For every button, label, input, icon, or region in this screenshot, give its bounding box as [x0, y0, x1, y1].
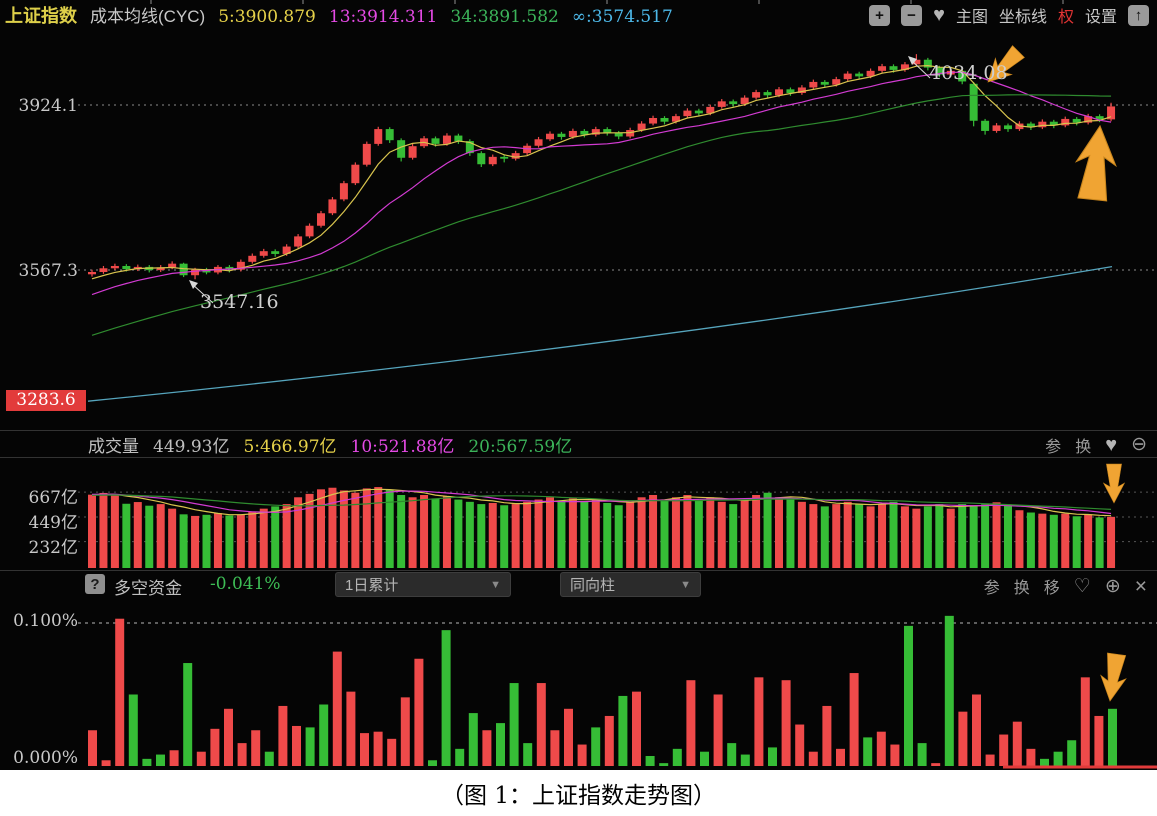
indicator-name: 成本均线(CYC)	[90, 7, 206, 26]
volume-favorite-icon[interactable]: ♥	[1105, 433, 1118, 456]
style-dropdown-value: 同向柱	[570, 577, 616, 594]
caption-bar: （图 1：上证指数走势图）	[0, 770, 1157, 816]
indicator-favorite-icon[interactable]: ♡	[1073, 575, 1091, 597]
main-chart-menu[interactable]: 主图	[955, 9, 988, 26]
indicator-arrow	[1100, 652, 1127, 702]
period-dropdown-value: 1日累计	[345, 577, 399, 594]
help-icon[interactable]: ?	[85, 574, 105, 594]
volume-axis-449: 449亿	[28, 513, 78, 533]
indicator-toolbar: 参 换 移 ♡ ⊕ ×	[984, 574, 1147, 598]
separator-volume-indicator	[0, 570, 1157, 571]
indicator-header: ? 多空资金 -0.041% 1日累计 ▼ 同向柱 ▼ 参 换 移 ♡ ⊕ ×	[0, 571, 1157, 601]
chart-header-toolbar: + − ♥ 主图 坐标线 权 设置 ↑	[869, 3, 1157, 27]
rights-adjust-menu[interactable]: 权	[1057, 9, 1074, 26]
ma5-value: 5:3900.879	[218, 7, 316, 27]
highlight-arrows	[987, 45, 1117, 202]
volume-title: 成交量	[88, 437, 139, 456]
indicator-expand-icon[interactable]: ⊕	[1104, 575, 1121, 597]
indicator-value: -0.041%	[210, 574, 281, 594]
candles-layer	[88, 54, 1116, 280]
volume-header-left: 成交量 449.93亿 5:466.97亿 10:521.88亿 20:567.…	[0, 432, 572, 457]
main-chart-canvas	[78, 45, 1157, 402]
volume-swap-button[interactable]: 换	[1075, 438, 1092, 456]
indicator-bars-layer	[88, 615, 1117, 766]
top-tick-marks	[0, 0, 1157, 4]
ma34-value: 34:3891.582	[450, 7, 559, 27]
favorite-icon[interactable]: ♥	[933, 4, 945, 26]
period-dropdown[interactable]: 1日累计 ▼	[335, 572, 511, 597]
volume-collapse-icon[interactable]: ⊖	[1131, 434, 1147, 455]
volume-arrow	[1102, 463, 1126, 504]
indicator-close-icon[interactable]: ×	[1134, 574, 1147, 598]
axis-line-menu[interactable]: 坐标线	[998, 9, 1047, 26]
volume-ma-layer	[91, 488, 1112, 517]
ma-inf-value: ∞:3574.517	[571, 7, 673, 27]
figure-caption: （图 1：上证指数走势图）	[441, 783, 716, 809]
volume-ma5: 5:466.97亿	[243, 437, 337, 457]
collapse-button[interactable]: ↑	[1128, 4, 1149, 26]
indicator-axis-top: 0.100%	[13, 611, 78, 631]
ma13-value: 13:3914.311	[328, 7, 438, 27]
indicator-chart-canvas	[78, 615, 1157, 769]
chart-header: 上证指数 成本均线(CYC) 5:3900.879 13:3914.311 34…	[0, 0, 1157, 30]
price-axis-badge: 3283.6	[6, 390, 86, 411]
indicator-move-button[interactable]: 移	[1043, 580, 1060, 597]
volume-axis-667: 667亿	[28, 488, 78, 508]
style-dropdown[interactable]: 同向柱 ▼	[560, 572, 701, 597]
indicator-title: 多空资金	[114, 579, 182, 598]
volume-param-button[interactable]: 参	[1045, 438, 1062, 456]
volume-ma20: 20:567.59亿	[468, 437, 573, 457]
volume-current: 449.93亿	[153, 437, 230, 457]
zoom-out-button[interactable]: −	[901, 4, 923, 26]
volume-axis-232: 232亿	[28, 538, 78, 558]
annotation-arrows	[189, 56, 931, 304]
indicator-axis-bottom: 0.000%	[13, 748, 78, 768]
ma-lines-layer	[91, 64, 1112, 336]
volume-ma10: 10:521.88亿	[350, 437, 455, 457]
indicator-param-button[interactable]: 参	[983, 580, 1000, 597]
chevron-down-icon: ▼	[680, 578, 691, 591]
separator-main-volume	[0, 430, 1157, 431]
infinity-cost-line	[87, 266, 1113, 402]
indicator-swap-button[interactable]: 换	[1013, 580, 1030, 597]
price-axis-label-mid: 3567.3	[18, 261, 78, 281]
volume-chart-canvas	[78, 463, 1157, 568]
annotation-low: 3547.16	[200, 291, 279, 313]
settings-menu[interactable]: 设置	[1084, 9, 1117, 26]
volume-bars-layer	[88, 487, 1116, 568]
annotation-high: 4034.08	[929, 62, 1008, 84]
symbol-name: 上证指数	[5, 6, 77, 26]
separator-volume-plot	[0, 457, 1157, 458]
volume-header: 成交量 449.93亿 5:466.97亿 10:521.88亿 20:567.…	[0, 431, 1157, 458]
chart-header-left: 上证指数 成本均线(CYC) 5:3900.879 13:3914.311 34…	[0, 2, 673, 28]
price-axis-label-top: 3924.1	[18, 96, 78, 116]
chevron-down-icon: ▼	[490, 578, 501, 591]
volume-toolbar: 参 换 ♥ ⊖	[1045, 433, 1157, 457]
zero-line-red-strip	[1003, 765, 1157, 769]
zoom-in-button[interactable]: +	[869, 4, 891, 26]
